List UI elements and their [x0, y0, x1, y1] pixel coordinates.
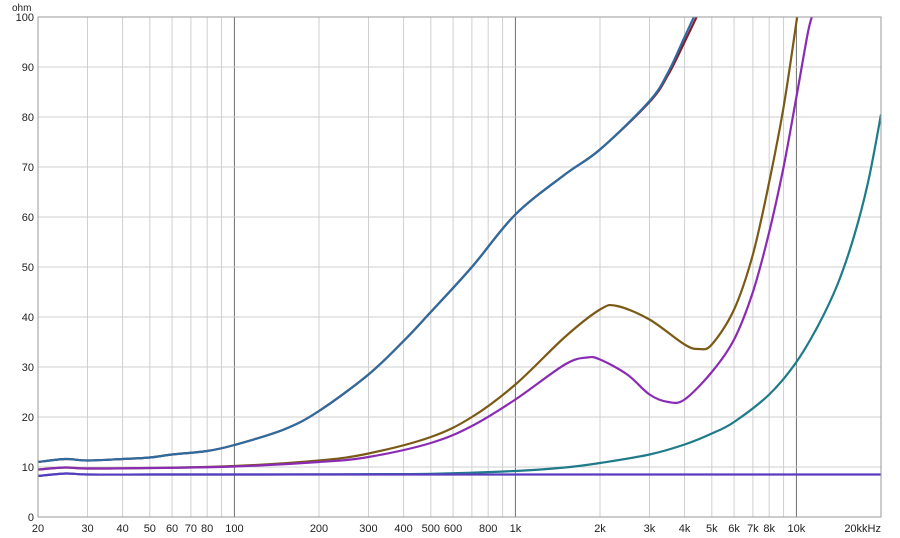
x-tick-label: 6k — [728, 523, 740, 535]
x-tick-label: 8k — [763, 523, 775, 535]
y-tick-labels: 0 10 20 30 40 50 60 70 80 90 100 — [16, 12, 34, 524]
x-tick-label: 60 — [166, 523, 178, 535]
y-tick-label: 10 — [22, 462, 34, 474]
x-tick-label: 400 — [394, 523, 412, 535]
x-tick-label: 800 — [479, 523, 497, 535]
x-tick-label: 20 — [32, 523, 44, 535]
x-tick-label: 5k — [706, 523, 718, 535]
y-tick-label: 90 — [22, 62, 34, 74]
x-tick-label: 70 — [185, 523, 197, 535]
x-tick-label: 2k — [594, 523, 606, 535]
x-tick-label: 7k — [747, 523, 759, 535]
y-tick-label: 20 — [22, 412, 34, 424]
plot-frame — [37, 16, 882, 518]
x-tick-label: 500 — [422, 523, 440, 535]
y-tick-label: 0 — [28, 512, 34, 524]
series-layer — [38, 17, 881, 478]
series-line-2 — [38, 17, 696, 464]
x-tick-label: 100 — [225, 523, 243, 535]
x-tick-label: 3k — [644, 523, 656, 535]
x-tick-label: 30 — [81, 523, 93, 535]
y-tick-label: 80 — [22, 112, 34, 124]
x-tick-label: 200 — [310, 523, 328, 535]
series-line-6 — [38, 472, 881, 478]
x-tick-label: 1k — [510, 523, 522, 535]
x-tick-labels: 20 30 40 50 60 70 80 100 200 300 400 500 600 800 1k 2k 3… — [32, 523, 881, 535]
x-tick-label: 300 — [359, 523, 377, 535]
grid — [37, 16, 882, 518]
x-tick-label: 40 — [116, 523, 128, 535]
x-tick-label: 20kkHz — [844, 523, 881, 535]
x-tick-label: 600 — [444, 523, 462, 535]
y-tick-label: 40 — [22, 312, 34, 324]
series-line-4 — [38, 17, 813, 471]
x-tick-label: 10k — [788, 523, 806, 535]
y-tick-label: 50 — [22, 262, 34, 274]
y-unit-label: ohm — [12, 3, 31, 14]
series-line-5 — [38, 114, 881, 478]
x-tick-label: 4k — [679, 523, 691, 535]
y-tick-label: 30 — [22, 362, 34, 374]
y-tick-label: 60 — [22, 212, 34, 224]
y-tick-label: 70 — [22, 162, 34, 174]
x-tick-label: 80 — [201, 523, 213, 535]
x-tick-label: 50 — [144, 523, 156, 535]
y-tick-label: 100 — [16, 12, 34, 24]
